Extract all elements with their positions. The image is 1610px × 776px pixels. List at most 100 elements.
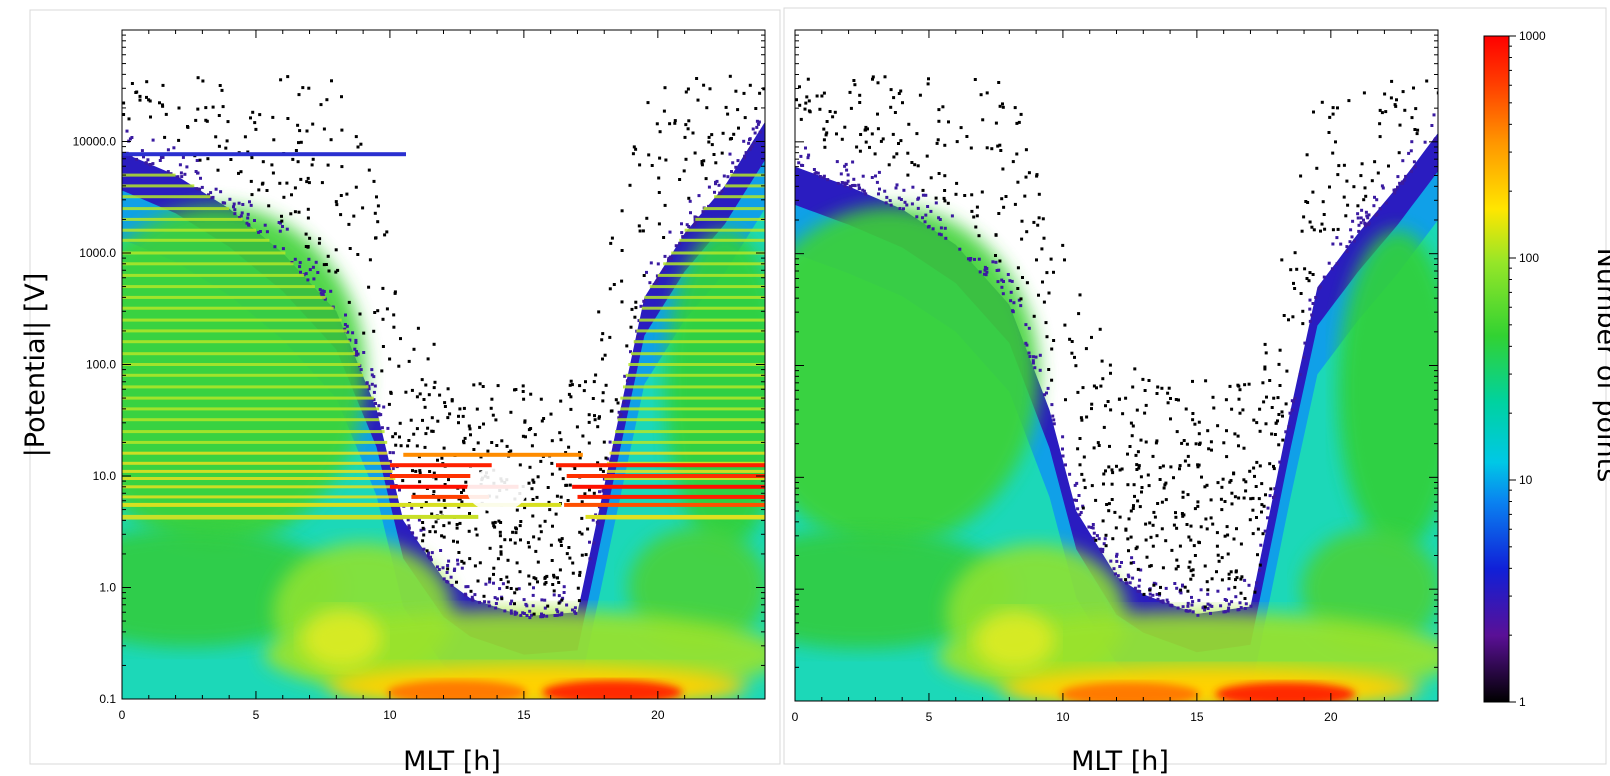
outlier-point xyxy=(748,137,752,141)
outlier-point xyxy=(996,144,1000,148)
outlier-point xyxy=(700,161,704,165)
outlier-point xyxy=(532,480,536,484)
outlier-point xyxy=(299,140,303,144)
outlier-point xyxy=(1132,504,1135,508)
outlier-point xyxy=(1172,523,1176,527)
outlier-point xyxy=(1023,194,1027,198)
outlier-point xyxy=(1233,495,1237,499)
outlier-point xyxy=(482,422,485,426)
outlier-point xyxy=(1043,393,1047,397)
outlier-point xyxy=(428,530,432,534)
outlier-point xyxy=(478,600,481,604)
outlier-point xyxy=(555,576,559,580)
level-stripe xyxy=(122,502,562,507)
outlier-point xyxy=(1097,444,1101,447)
outlier-point xyxy=(1161,599,1165,603)
outlier-point xyxy=(437,568,441,571)
outlier-point xyxy=(486,449,490,453)
outlier-point xyxy=(218,84,222,87)
outlier-point xyxy=(963,194,967,197)
outlier-point xyxy=(511,530,515,534)
outlier-point xyxy=(578,451,581,455)
outlier-point xyxy=(1051,414,1055,418)
outlier-point xyxy=(438,393,442,397)
level-stripe xyxy=(389,463,492,468)
outlier-point xyxy=(876,112,879,116)
outlier-point xyxy=(1270,432,1274,436)
outlier-point xyxy=(1076,447,1080,451)
outlier-point xyxy=(1154,582,1158,586)
outlier-point xyxy=(598,415,601,419)
outlier-point xyxy=(899,89,903,93)
outlier-point xyxy=(1317,287,1321,291)
outlier-point xyxy=(430,512,434,516)
outlier-point xyxy=(158,159,162,162)
outlier-point xyxy=(1268,462,1272,466)
level-stripe xyxy=(649,285,765,289)
outlier-point xyxy=(1223,500,1227,503)
outlier-point xyxy=(1217,559,1221,563)
outlier-point xyxy=(1209,440,1213,444)
outlier-point xyxy=(1103,537,1107,541)
outlier-point xyxy=(219,190,223,194)
outlier-point xyxy=(1211,395,1215,399)
outlier-point xyxy=(1095,386,1098,390)
outlier-point xyxy=(161,103,164,107)
outlier-point xyxy=(816,171,820,175)
outlier-point xyxy=(1220,556,1224,560)
outlier-point xyxy=(974,225,978,229)
outlier-point xyxy=(1268,494,1272,498)
outlier-point xyxy=(1176,564,1180,568)
outlier-point xyxy=(1142,592,1146,596)
outlier-point xyxy=(299,270,302,274)
outlier-point xyxy=(902,188,906,192)
outlier-point xyxy=(1208,603,1212,607)
outlier-point xyxy=(601,357,604,361)
outlier-point xyxy=(915,215,919,219)
outlier-point xyxy=(421,521,425,524)
outlier-point xyxy=(1156,385,1160,389)
outlier-point xyxy=(128,137,132,141)
outlier-point xyxy=(1137,466,1141,470)
outlier-point xyxy=(1181,514,1185,518)
outlier-point xyxy=(732,132,736,136)
outlier-point xyxy=(414,536,418,540)
outlier-point xyxy=(620,279,624,283)
outlier-point xyxy=(876,81,880,85)
outlier-point xyxy=(514,526,518,530)
outlier-point xyxy=(522,397,526,401)
outlier-point xyxy=(526,541,530,545)
outlier-point xyxy=(1235,576,1239,580)
outlier-point xyxy=(327,269,331,273)
outlier-point xyxy=(513,612,517,616)
outlier-point xyxy=(204,118,208,122)
outlier-point xyxy=(279,221,282,225)
outlier-point xyxy=(664,158,668,162)
outlier-point xyxy=(1223,534,1227,538)
level-stripe xyxy=(122,318,342,322)
outlier-point xyxy=(422,533,426,537)
outlier-point xyxy=(840,181,844,184)
outlier-point xyxy=(1166,601,1170,604)
outlier-point xyxy=(849,106,853,110)
outlier-point xyxy=(243,135,247,139)
density-hot-orange xyxy=(1059,682,1200,701)
outlier-point xyxy=(596,425,600,429)
outlier-point xyxy=(433,380,437,384)
outlier-point xyxy=(1042,236,1046,240)
outlier-point xyxy=(662,109,666,113)
outlier-point xyxy=(536,580,539,584)
level-stripe xyxy=(679,238,765,242)
outlier-point xyxy=(1220,508,1224,512)
outlier-point xyxy=(606,472,610,476)
outlier-point xyxy=(1210,448,1213,452)
outlier-point xyxy=(1380,184,1384,188)
outlier-point xyxy=(354,135,358,139)
outlier-point xyxy=(1045,391,1048,395)
outlier-point xyxy=(1137,464,1141,468)
outlier-point xyxy=(1172,476,1175,480)
outlier-point xyxy=(864,125,868,129)
outlier-point xyxy=(1082,478,1086,482)
level-stripe xyxy=(122,407,380,411)
outlier-point xyxy=(1273,487,1277,491)
